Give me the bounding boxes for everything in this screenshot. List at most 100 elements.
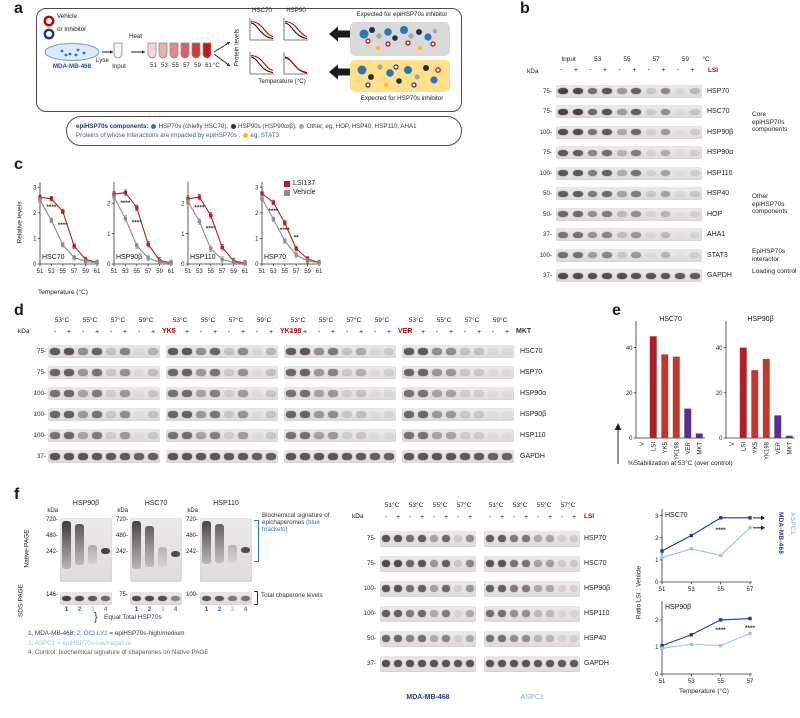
panel-d-strip (402, 428, 514, 443)
cetsa-band (497, 535, 507, 542)
cetsa-strip (380, 580, 476, 597)
lane-sign: - (488, 514, 492, 521)
cetsa-strip (380, 655, 476, 672)
equal-hsp70s-annotation: Equal Total HSP70s (104, 614, 162, 621)
group-label-other: Other epiHSP70s components (752, 193, 788, 215)
lane-number: 4 (173, 606, 178, 613)
svg-text:40: 40 (716, 346, 723, 352)
panel-b-band (602, 211, 613, 218)
chart-title: HSP70 (264, 254, 286, 261)
panel-d-band (300, 369, 310, 376)
kda-marker: 100- (33, 432, 46, 439)
lane-number: 1 (204, 606, 209, 613)
panel-b-band (558, 231, 569, 238)
svg-text:3: 3 (655, 514, 659, 520)
panel-d-band (432, 432, 442, 439)
sample-tube-icon (158, 42, 168, 59)
panel-b-band (616, 149, 627, 156)
panel-d-band (488, 432, 498, 438)
stabilization-bars-hsc70: 0 20 40 V LSI YK5 YK198 VER MKT HSC70 (626, 316, 705, 460)
panel-b-band (558, 129, 569, 136)
cetsa-band (497, 585, 507, 592)
panel-b-band (631, 272, 642, 279)
panel-d-band (266, 390, 276, 397)
panel-b-band (616, 170, 627, 177)
panel-b-band (689, 211, 700, 218)
svg-text:****: **** (46, 204, 57, 211)
svg-text:53: 53 (688, 679, 695, 685)
svg-text:0: 0 (107, 262, 111, 268)
kda-label: kDa (18, 328, 30, 335)
cetsa-band (533, 610, 543, 617)
bar-YK5 (751, 370, 759, 438)
panel-d-band (446, 432, 456, 439)
panel-d-band (120, 369, 130, 376)
panel-b-band (602, 252, 613, 259)
schematic-graphics (43, 15, 450, 92)
panel-d-band (92, 369, 102, 376)
cetsa-band (533, 560, 543, 567)
lane-sign: - (81, 329, 85, 336)
panel-d-band (404, 411, 414, 418)
lane-number: 2 (147, 606, 152, 613)
panel-b-band (631, 211, 642, 218)
cetsa-band (485, 610, 495, 617)
panel-d-band (64, 432, 74, 439)
series-LSI137 (39, 196, 98, 263)
drug-label: MKT (516, 328, 532, 335)
panel-d-band (460, 411, 470, 418)
panel-d-band (106, 411, 116, 418)
temp-header: 53°C (54, 317, 70, 324)
epichaperome-annotation: Biochemical signature of epichaperomes (… (262, 512, 338, 533)
legend-part: 1, MDA-MB-468; (28, 630, 75, 637)
kda-marker: 100- (33, 390, 46, 397)
lane-sign: + (523, 514, 529, 521)
cetsa-band (429, 535, 439, 542)
panel-b-band (660, 190, 671, 197)
sds-band (62, 595, 71, 602)
panel-d-band (286, 411, 296, 418)
kda-marker: 720- (45, 517, 58, 523)
panel-d-band (460, 453, 470, 460)
panel-d-band (460, 369, 470, 376)
panel-d-band (182, 390, 192, 397)
cetsa-band (417, 560, 427, 567)
panel-d-band (106, 432, 116, 439)
panel-b-band (645, 149, 656, 156)
protein-label: HSP70 (584, 535, 607, 542)
native-blot (200, 518, 252, 582)
kda-marker: 75- (543, 149, 552, 157)
panel-d-band (328, 369, 338, 376)
cetsa-band (569, 635, 579, 642)
native-mark (100, 548, 111, 555)
cetsa-band (557, 535, 567, 542)
total-chaperone-bracket (254, 591, 258, 605)
panel-d-strip (48, 407, 160, 422)
lane-number: 2 (217, 606, 222, 613)
panel-b-band (689, 190, 700, 197)
panel-b-band (558, 88, 569, 95)
panel-b-band (675, 211, 685, 217)
lane-sign: - (109, 329, 113, 336)
panel-d-band (148, 432, 158, 439)
drug-label: YK198 (280, 328, 302, 335)
panel-b-band (675, 129, 686, 136)
kda-marker: 75- (367, 560, 376, 567)
temp-header: 55°C (200, 317, 216, 324)
kda-marker: 480- (185, 533, 198, 539)
lane-sign: + (467, 514, 473, 521)
panel-d-strip (402, 365, 514, 380)
schematic-box (36, 8, 462, 112)
series-Vehicle (187, 201, 246, 264)
cell-dish-icon (44, 43, 100, 61)
panel-d-band (404, 369, 414, 376)
panel-b-band (616, 108, 627, 115)
lane-sign: + (302, 329, 308, 336)
svg-text:55: 55 (717, 587, 724, 593)
panel-b-band (616, 231, 627, 238)
panel-d-band (252, 411, 262, 418)
tube-temp-label: 53 (161, 63, 168, 69)
panel-b-band (572, 211, 583, 218)
panel-d-band (404, 432, 414, 439)
ratio-xlabel: Temperature (°C) (679, 688, 729, 695)
